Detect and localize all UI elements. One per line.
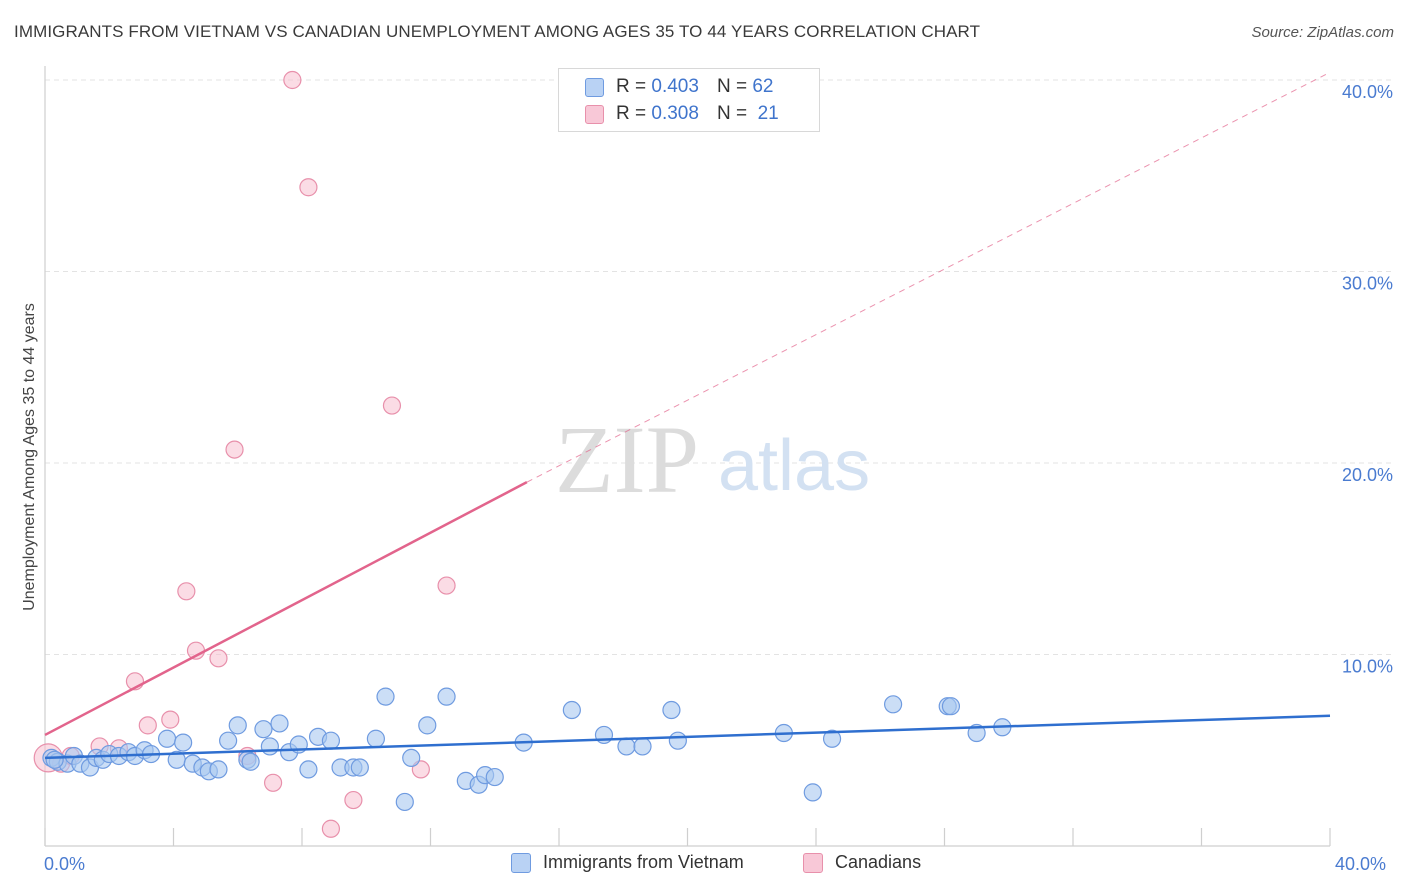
legend-swatch-pink	[585, 104, 604, 124]
canadians-point	[283, 70, 302, 90]
vietnam-point	[822, 729, 842, 748]
trend-lines	[44, 71, 1331, 760]
canadians-point	[344, 790, 363, 810]
vietnam-point	[45, 750, 64, 769]
legend-n-label: N =	[716, 103, 748, 124]
legend-r-value: 0.308	[651, 103, 699, 124]
legend-item-vietnam: Immigrants from Vietnam	[511, 852, 744, 873]
canadians-point	[437, 576, 456, 595]
y-tick-labels: 10.0% 20.0% 30.0% 40.0%	[1342, 82, 1393, 677]
vietnam-point	[967, 723, 986, 743]
vietnam-point	[299, 760, 318, 779]
canadians-trendline	[44, 481, 528, 737]
legend-n-value: 62	[752, 76, 774, 97]
x-tick-label-max: 40.0%	[1335, 854, 1386, 874]
vietnam-point	[485, 767, 504, 787]
vietnam-point	[228, 716, 247, 735]
grid-lines	[45, 79, 1392, 655]
canadians-point	[321, 819, 341, 838]
canadians-point	[299, 178, 318, 197]
watermark: ZIP atlas	[555, 406, 870, 513]
vietnam-point	[633, 737, 652, 756]
vietnam-point	[395, 792, 414, 812]
canadians-point	[225, 440, 244, 459]
y-axis-label: Unemployment Among Ages 35 to 44 years	[21, 303, 38, 611]
legend-item-canadians: Canadians	[803, 852, 921, 873]
y-tick-label: 40.0%	[1342, 82, 1393, 102]
y-tick-label: 20.0%	[1342, 465, 1393, 485]
canadians-trendline-extension	[526, 71, 1331, 483]
series-legend: Immigrants from Vietnam Canadians	[0, 852, 1406, 878]
stats-legend: R = 0.403 N = 62 R = 0.308 N = 21	[558, 68, 820, 132]
vietnam-point	[418, 716, 437, 735]
canadians-point	[382, 396, 402, 415]
vietnam-point	[617, 737, 636, 756]
canadians-point	[263, 773, 283, 792]
vietnam-point	[883, 695, 903, 714]
y-tick-label: 10.0%	[1342, 657, 1393, 677]
legend-n-value: 21	[757, 103, 779, 124]
vietnam-point	[376, 687, 395, 706]
canadians-point	[161, 710, 180, 729]
x-tick-label-min: 0.0%	[44, 854, 85, 874]
canadians-point	[177, 582, 196, 601]
legend-n-label: N =	[716, 76, 748, 97]
vietnam-point	[260, 737, 279, 756]
legend-r-label: R =	[616, 76, 647, 97]
canadians-point	[138, 716, 157, 735]
vietnam-point	[254, 720, 273, 739]
chart-title: IMMIGRANTS FROM VIETNAM VS CANADIAN UNEM…	[14, 22, 981, 41]
vietnam-point	[209, 760, 228, 779]
vietnam-point	[366, 729, 385, 748]
y-tick-label: 30.0%	[1342, 274, 1393, 294]
vietnam-point	[350, 758, 369, 777]
vietnam-point	[174, 733, 193, 752]
vietnam-point	[157, 729, 177, 748]
watermark-zip: ZIP	[555, 406, 699, 513]
legend-swatch-blue	[585, 77, 604, 97]
legend-label-vietnam: Immigrants from Vietnam	[543, 852, 744, 872]
vietnam-point	[219, 731, 238, 750]
legend-row-vietnam: R = 0.403 N = 62	[585, 75, 773, 99]
watermark-atlas: atlas	[718, 426, 870, 506]
x-axis-ticks	[44, 828, 1331, 846]
vietnam-point	[662, 700, 681, 720]
vietnam-point	[437, 687, 456, 706]
vietnam-point	[241, 752, 260, 771]
vietnam-points	[42, 687, 1012, 812]
legend-swatch-blue	[511, 852, 531, 873]
vietnam-point	[562, 700, 581, 720]
legend-r-value: 0.403	[651, 76, 699, 97]
legend-row-canadians: R = 0.308 N = 21	[585, 102, 779, 126]
source-label: Source: ZipAtlas.com	[1251, 24, 1394, 41]
vietnam-trendline	[44, 714, 1331, 760]
vietnam-point	[803, 783, 822, 802]
legend-r-label: R =	[616, 103, 647, 124]
vietnam-point	[668, 731, 687, 750]
canadians-point	[209, 649, 228, 668]
legend-swatch-pink	[803, 852, 823, 873]
vietnam-point	[941, 697, 961, 716]
vietnam-point	[321, 731, 341, 750]
vietnam-point	[270, 714, 289, 733]
legend-label-canadians: Canadians	[835, 852, 922, 872]
vietnam-point	[402, 748, 421, 768]
